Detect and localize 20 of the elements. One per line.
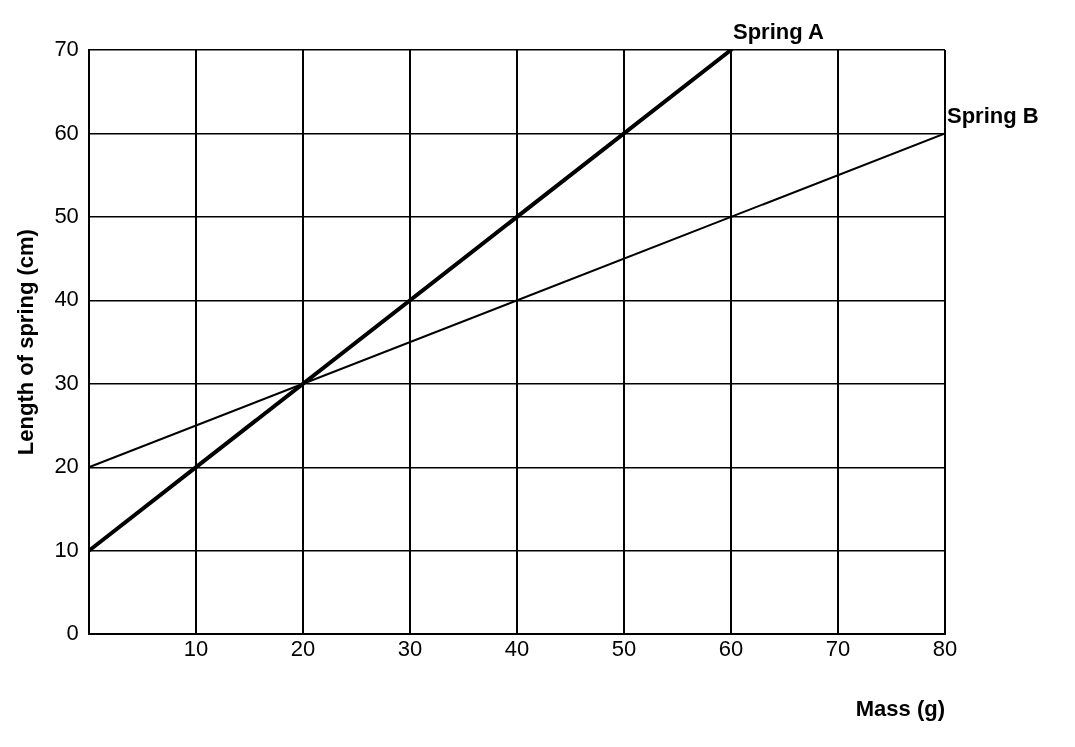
x-tick-label: 30 bbox=[397, 636, 423, 662]
series-label: Spring A bbox=[732, 19, 824, 45]
x-axis-title: Mass (g) bbox=[855, 695, 945, 721]
y-tick-label: 0 bbox=[66, 620, 79, 646]
x-tick-label: 10 bbox=[183, 636, 209, 662]
y-tick-label: 20 bbox=[54, 453, 79, 479]
y-tick-label: 30 bbox=[54, 369, 79, 395]
x-tick-label: 80 bbox=[932, 636, 958, 662]
y-axis-title: Length of spring (cm) bbox=[13, 229, 39, 456]
x-tick-label: 40 bbox=[504, 636, 530, 662]
series-label: Spring B bbox=[947, 102, 1039, 128]
y-tick-label: 50 bbox=[54, 202, 79, 228]
x-tick-label: 60 bbox=[718, 636, 744, 662]
y-tick-label: 40 bbox=[54, 286, 79, 312]
y-tick-label: 10 bbox=[54, 536, 79, 562]
y-tick-label: 70 bbox=[54, 36, 79, 62]
x-tick-label: 50 bbox=[611, 636, 637, 662]
y-tick-label: 60 bbox=[54, 119, 79, 145]
x-tick-label: 70 bbox=[825, 636, 851, 662]
x-tick-label: 20 bbox=[290, 636, 316, 662]
